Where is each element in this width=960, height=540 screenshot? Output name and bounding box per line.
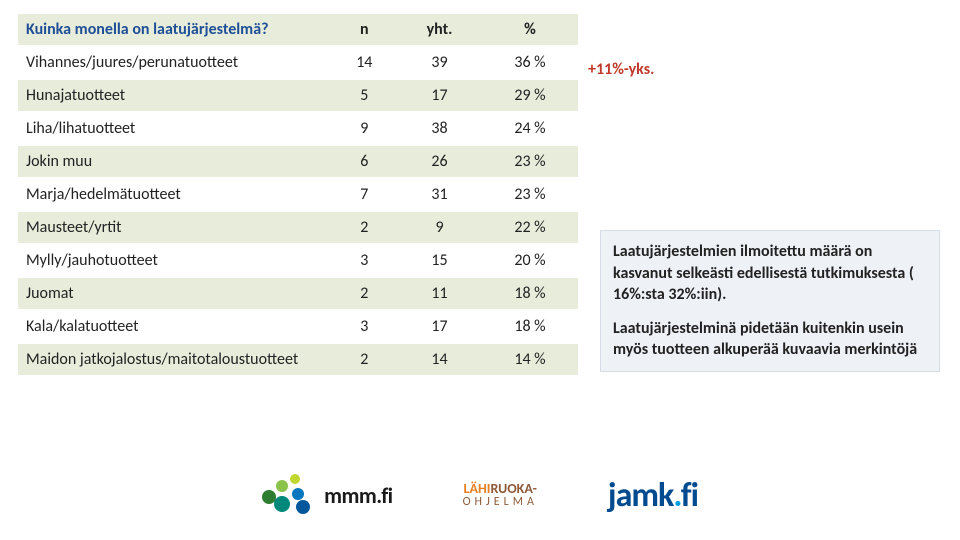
col-pct: % xyxy=(482,14,578,46)
row-n: 2 xyxy=(332,277,397,310)
row-label: Liha/lihatuotteet xyxy=(18,112,332,145)
row-pct: 18 % xyxy=(482,277,578,310)
row-n: 14 xyxy=(332,46,397,79)
row-pct: 22 % xyxy=(482,211,578,244)
data-table: Kuinka monella on laatujärjestelmä? n yh… xyxy=(18,14,578,375)
row-n: 7 xyxy=(332,178,397,211)
row-n: 3 xyxy=(332,310,397,343)
row-label: Hunajatuotteet xyxy=(18,79,332,112)
row-pct: 14 % xyxy=(482,343,578,375)
jamk-text: jamk xyxy=(608,475,673,516)
row-label: Maidon jatkojalostus/maitotaloustuotteet xyxy=(18,343,332,375)
callout-box: Laatujärjestelmien ilmoitettu määrä on k… xyxy=(600,230,940,372)
row-pct: 23 % xyxy=(482,145,578,178)
table-row: Marja/hedelmätuotteet73123 % xyxy=(18,178,578,211)
table-row: Liha/lihatuotteet93824 % xyxy=(18,112,578,145)
row-yht: 15 xyxy=(397,244,482,277)
callout-p2: Laatujärjestelminä pidetään kuitenkin us… xyxy=(613,318,927,361)
row-label: Mausteet/yrtit xyxy=(18,211,332,244)
row-label: Vihannes/juures/perunatuotteet xyxy=(18,46,332,79)
row-yht: 11 xyxy=(397,277,482,310)
row-yht: 17 xyxy=(397,310,482,343)
row-yht: 9 xyxy=(397,211,482,244)
row-yht: 38 xyxy=(397,112,482,145)
row-yht: 26 xyxy=(397,145,482,178)
row-yht: 31 xyxy=(397,178,482,211)
table-header-label: Kuinka monella on laatujärjestelmä? xyxy=(26,20,269,39)
row-label: Kala/kalatuotteet xyxy=(18,310,332,343)
table-row: Hunajatuotteet51729 % xyxy=(18,79,578,112)
row-n: 2 xyxy=(332,211,397,244)
row-pct: 29 % xyxy=(482,79,578,112)
row-yht: 39 xyxy=(397,46,482,79)
row-label: Jokin muu xyxy=(18,145,332,178)
row-yht: 17 xyxy=(397,79,482,112)
row-pct: 23 % xyxy=(482,178,578,211)
table-row: Jokin muu62623 % xyxy=(18,145,578,178)
logo-mmm: mmm.fi xyxy=(262,474,393,516)
row-n: 9 xyxy=(332,112,397,145)
table-row: Vihannes/juures/perunatuotteet143936 % xyxy=(18,46,578,79)
footer-logos: mmm.fi LÄHIRUOKA- OHJELMA jamk.fi xyxy=(0,460,960,530)
row-pct: 20 % xyxy=(482,244,578,277)
table-row: Kala/kalatuotteet31718 % xyxy=(18,310,578,343)
row-label: Marja/hedelmätuotteet xyxy=(18,178,332,211)
table: Kuinka monella on laatujärjestelmä? n yh… xyxy=(18,14,578,375)
row-n: 2 xyxy=(332,343,397,375)
logo-lahiruoka: LÄHIRUOKA- OHJELMA xyxy=(463,481,538,510)
table-row: Mausteet/yrtit2922 % xyxy=(18,211,578,244)
col-n: n xyxy=(332,14,397,46)
row-n: 3 xyxy=(332,244,397,277)
row-label: Juomat xyxy=(18,277,332,310)
row-n: 6 xyxy=(332,145,397,178)
mmm-icon xyxy=(262,474,316,516)
row-n: 5 xyxy=(332,79,397,112)
row-pct: 36 % xyxy=(482,46,578,79)
table-row: Juomat21118 % xyxy=(18,277,578,310)
callout-p1: Laatujärjestelmien ilmoitettu määrä on k… xyxy=(613,241,927,306)
change-note: +11%-yks. xyxy=(588,60,654,79)
mmm-text: mmm.fi xyxy=(324,482,393,509)
table-row: Maidon jatkojalostus/maitotaloustuotteet… xyxy=(18,343,578,375)
row-label: Mylly/jauhotuotteet xyxy=(18,244,332,277)
table-row: Mylly/jauhotuotteet31520 % xyxy=(18,244,578,277)
lahiruoka-bot: OHJELMA xyxy=(463,496,538,509)
row-pct: 24 % xyxy=(482,112,578,145)
row-pct: 18 % xyxy=(482,310,578,343)
col-yht: yht. xyxy=(397,14,482,46)
row-yht: 14 xyxy=(397,343,482,375)
logo-jamk: jamk.fi xyxy=(608,475,698,516)
